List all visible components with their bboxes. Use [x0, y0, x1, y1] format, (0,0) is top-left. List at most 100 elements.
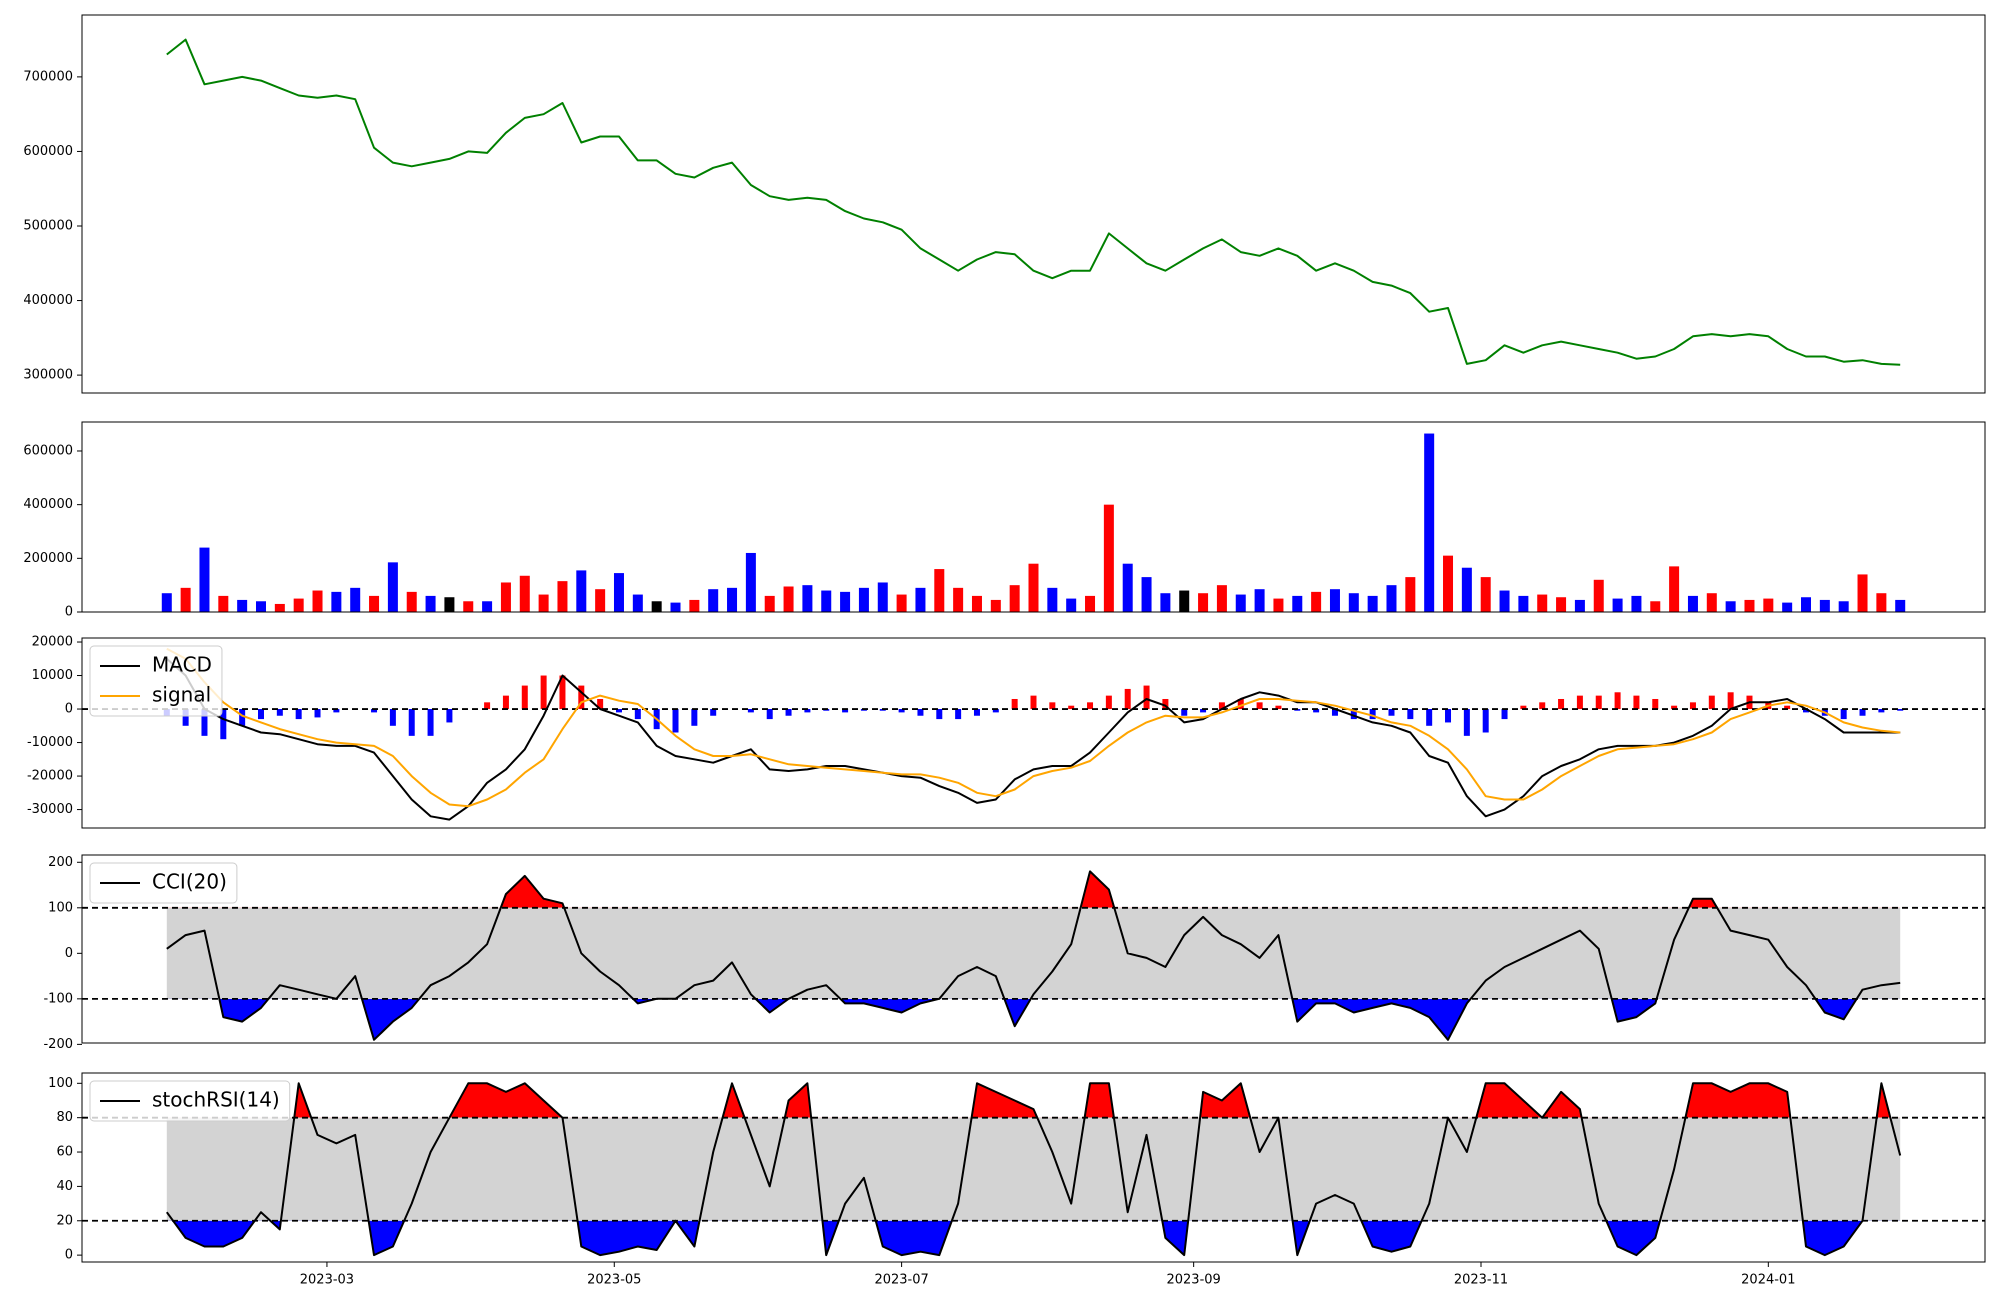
y-tick-label: -10000 [27, 735, 73, 750]
volume-bar [1160, 593, 1171, 612]
volume-bar [1179, 590, 1190, 612]
volume-bar [1461, 567, 1472, 612]
volume-bar [274, 603, 285, 612]
volume-bar [1216, 585, 1227, 612]
histogram-bar [257, 709, 264, 720]
volume-bar [670, 602, 681, 612]
histogram-bar [1652, 698, 1659, 710]
histogram-bar [389, 709, 396, 726]
y-tick-label: 10000 [32, 668, 73, 683]
volume-bar [1556, 597, 1567, 612]
y-tick-label: -20000 [27, 769, 73, 784]
histogram-bar [239, 709, 246, 726]
volume-bar [1518, 595, 1529, 612]
histogram-bar [973, 709, 980, 716]
histogram-bar [634, 709, 641, 720]
histogram-bar [182, 709, 189, 726]
histogram-bar [1087, 702, 1094, 710]
volume-bar [1537, 594, 1548, 612]
volume-bar [369, 595, 380, 612]
plot-area [82, 647, 1985, 821]
x-tick-label: 2023-03 [300, 1273, 354, 1288]
histogram-bar [766, 709, 773, 720]
y-tick-label: 0 [65, 605, 73, 620]
y-tick-label: 60 [56, 1145, 73, 1160]
plot-area [82, 1082, 1985, 1257]
volume-bar [1198, 593, 1209, 612]
panel-frame [81, 14, 1986, 394]
volume-bar [1782, 602, 1793, 612]
histogram-bar [1275, 705, 1282, 710]
series-line [166, 658, 1901, 821]
histogram-bar [1388, 709, 1395, 716]
histogram-bar [1256, 702, 1263, 710]
histogram-bar [597, 698, 604, 710]
volume-bar [1405, 577, 1416, 612]
histogram-bar [1708, 695, 1715, 710]
histogram-bar [1463, 709, 1470, 736]
histogram-bar [691, 709, 698, 726]
histogram-bar [1426, 709, 1433, 726]
histogram-bar [1200, 709, 1207, 713]
y-tick-label: -200 [43, 1037, 73, 1052]
histogram-bar [1011, 698, 1018, 710]
panel: 0 200000 400000 600000 [23, 421, 1986, 620]
histogram-bar [785, 709, 792, 716]
histogram-bar [955, 709, 962, 720]
y-tick-label: 100 [48, 1076, 73, 1091]
legend-label: stochRSI(14) [152, 1088, 280, 1112]
volume-bar [689, 599, 700, 612]
panel: 300000 400000 500000 600000 700000 [23, 14, 1986, 394]
volume-bar [425, 595, 436, 612]
histogram-bar [559, 675, 566, 710]
histogram-bar [1539, 702, 1546, 710]
volume-bar [500, 582, 511, 612]
y-tick-label: 0 [65, 702, 73, 717]
volume-bar [1574, 599, 1585, 612]
histogram-bar [898, 709, 905, 713]
histogram-bar [1595, 695, 1602, 710]
y-tick-label: 100 [48, 900, 73, 915]
histogram-bar [1181, 709, 1188, 716]
x-tick-label: 2023-07 [874, 1273, 928, 1288]
volume-bar [1612, 598, 1623, 612]
volume-bar [1895, 599, 1906, 612]
y-tick-label: 600000 [23, 144, 73, 159]
y-tick-label: -100 [43, 991, 73, 1006]
histogram-bar [1520, 705, 1527, 710]
volume-bar [858, 587, 869, 612]
oversold-fill [173, 1220, 1863, 1256]
histogram-bar [1105, 695, 1112, 710]
histogram-bar [1068, 705, 1075, 710]
volume-bar [1480, 577, 1491, 612]
y-tick-label: 400000 [23, 293, 73, 308]
y-tick-label: -30000 [27, 802, 73, 817]
volume-bar [1028, 563, 1039, 612]
volume-bar [651, 601, 662, 612]
volume-bar [1857, 574, 1868, 612]
volume-bar [482, 601, 493, 612]
series-line [166, 647, 1901, 808]
histogram-bar [1859, 709, 1866, 716]
volume-bar [953, 587, 964, 612]
histogram-bar [1576, 695, 1583, 710]
volume-bar [1801, 597, 1812, 612]
histogram-bar [295, 709, 302, 720]
volume-bar [199, 547, 210, 612]
volume-bar [1744, 599, 1755, 612]
histogram-bar [578, 685, 585, 710]
x-tick-label: 2023-05 [587, 1273, 641, 1288]
y-tick-label: 300000 [23, 368, 73, 383]
histogram-bar [1331, 709, 1338, 716]
volume-bar [1348, 593, 1359, 612]
legend-box [89, 862, 238, 904]
volume-bar [237, 599, 248, 612]
legend-label: CCI(20) [152, 870, 227, 894]
histogram-bar [502, 695, 509, 710]
histogram-bar [1840, 709, 1847, 720]
histogram-bar [1878, 709, 1885, 713]
y-tick-label: 700000 [23, 69, 73, 84]
histogram-bar [371, 709, 378, 713]
volume-bar [1706, 593, 1717, 612]
histogram-bar [672, 709, 679, 733]
